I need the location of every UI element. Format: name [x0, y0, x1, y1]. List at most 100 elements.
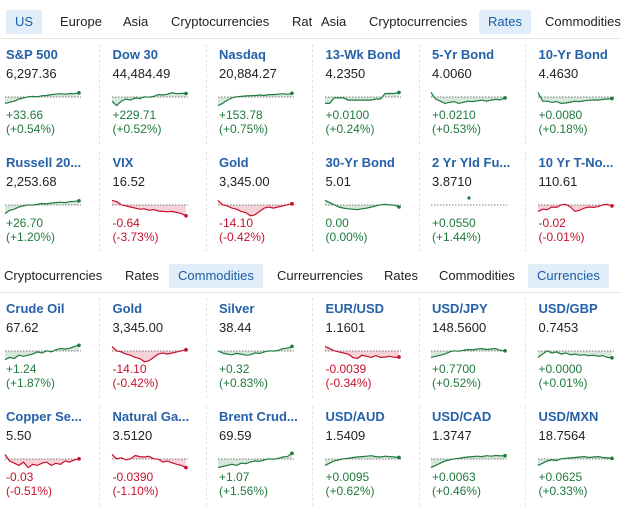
tab-commodities[interactable]: Commodities	[169, 264, 263, 288]
sparkline-area	[537, 92, 612, 104]
tab-rates[interactable]: Rates	[384, 268, 418, 283]
sparkline-line	[324, 199, 399, 211]
quote-percent-change: (+0.54%)	[6, 122, 56, 136]
quote-name[interactable]: USD/AUD	[325, 409, 385, 424]
sparkline-chart	[111, 91, 188, 107]
quote-name[interactable]: Dow 30	[112, 47, 159, 62]
quote-name[interactable]: EUR/USD	[325, 301, 385, 316]
quote-name[interactable]: 30-Yr Bond	[325, 155, 395, 170]
tab-asia[interactable]: Asia	[321, 14, 347, 29]
tab-cryptocurrencies[interactable]: Cryptocurrencies	[369, 14, 468, 29]
tab-asia[interactable]: Asia	[123, 14, 149, 29]
quote-name[interactable]: USD/GBP	[538, 301, 598, 316]
last-price-dot	[609, 96, 614, 101]
quote-name[interactable]: Russell 20...	[6, 155, 82, 170]
quote-tile-s-p-500[interactable]: S&P 500 6,297.36 +33.66 (+0.54%)	[0, 44, 100, 144]
quote-tile-13-wk-bond[interactable]: 13-Wk Bond 4.2350 +0.0100 (+0.24%)	[320, 44, 420, 144]
sparkline-chart	[4, 454, 81, 469]
quote-tile-10-yr-t-no[interactable]: 10 Yr T-No... 110.61 -0.02 (-0.01%)	[533, 152, 622, 252]
sparkline-line	[324, 345, 399, 360]
quote-name[interactable]: Crude Oil	[6, 301, 65, 316]
quote-percent-change: (-1.10%)	[112, 484, 159, 498]
quote-change: -14.10	[112, 362, 147, 376]
quote-name[interactable]: USD/JPY	[432, 301, 488, 316]
tab-rates[interactable]: Rates	[479, 10, 531, 34]
sparkline-line	[4, 454, 80, 469]
quote-tile-brent-crud[interactable]: Brent Crud... 69.59 +1.07 (+1.56%)	[213, 406, 313, 506]
sparkline-line	[4, 92, 80, 104]
tab-europe[interactable]: Europe	[60, 14, 102, 29]
quote-name[interactable]: 10 Yr T-No...	[538, 155, 614, 170]
quote-tile-gold[interactable]: Gold 3,345.00 -14.10 (-0.42%)	[213, 152, 313, 252]
quote-tile-nasdaq[interactable]: Nasdaq 20,884.27 +153.78 (+0.75%)	[213, 44, 313, 144]
quote-change: +0.0210	[432, 108, 476, 122]
quote-tile-eur-usd[interactable]: EUR/USD 1.1601 -0.0039 (-0.34%)	[320, 298, 420, 398]
sparkline-chart	[431, 196, 507, 206]
quote-tile-natural-ga[interactable]: Natural Ga... 3.5120 -0.0390 (-1.10%)	[107, 406, 207, 506]
quote-tile-russell-20[interactable]: Russell 20... 2,253.68 +26.70 (+1.20%)	[0, 152, 100, 252]
quote-change: +0.0550	[432, 216, 476, 230]
quote-price: 3,345.00	[219, 174, 270, 189]
sparkline-area	[111, 92, 186, 106]
divider	[0, 292, 622, 293]
quote-name[interactable]: Natural Ga...	[112, 409, 190, 424]
quote-tile-10-yr-bond[interactable]: 10-Yr Bond 4.4630 +0.0080 (+0.18%)	[533, 44, 622, 144]
tab-us[interactable]: US	[6, 10, 43, 34]
quote-tile-usd-gbp[interactable]: USD/GBP 0.7453 +0.0000 (+0.01%)	[533, 298, 622, 398]
quote-name[interactable]: 13-Wk Bond	[325, 47, 401, 62]
quote-price: 3.8710	[432, 174, 472, 189]
quote-name[interactable]: VIX	[112, 155, 134, 170]
sparkline-chart	[111, 453, 188, 470]
sparkline-line	[217, 92, 293, 107]
last-price-dot	[609, 356, 614, 360]
quote-tile-silver[interactable]: Silver 38.44 +0.32 (+0.83%)	[213, 298, 313, 398]
last-price-dot	[503, 96, 507, 100]
quote-name[interactable]: Brent Crud...	[219, 409, 298, 424]
quote-tile-vix[interactable]: VIX 16.52 -0.64 (-3.73%)	[107, 152, 207, 252]
tab-cryptocurrencies[interactable]: Cryptocurrencies	[171, 14, 270, 29]
quote-name[interactable]: Copper Se...	[6, 409, 82, 424]
quote-price: 148.5600	[432, 320, 487, 335]
quote-tile-usd-cad[interactable]: USD/CAD 1.3747 +0.0063 (+0.46%)	[426, 406, 526, 506]
quote-tile-dow-30[interactable]: Dow 30 44,484.49 +229.71 (+0.52%)	[107, 44, 207, 144]
quote-name[interactable]: Nasdaq	[219, 47, 266, 62]
quote-tile-usd-mxn[interactable]: USD/MXN 18.7564 +0.0625 (+0.33%)	[533, 406, 622, 506]
quote-tile-crude-oil[interactable]: Crude Oil 67.62 +1.24 (+1.87%)	[0, 298, 100, 398]
quote-tile-5-yr-bond[interactable]: 5-Yr Bond 4.0060 +0.0210 (+0.53%)	[426, 44, 526, 144]
sparkline-line	[324, 91, 399, 104]
quote-name[interactable]: Gold	[219, 155, 249, 170]
quote-tile-gold[interactable]: Gold 3,345.00 -14.10 (-0.42%)	[107, 298, 207, 398]
tab-currencies[interactable]: Currencies	[528, 264, 609, 288]
quote-name[interactable]: 2 Yr Yld Fu...	[432, 155, 511, 170]
quote-tile-usd-aud[interactable]: USD/AUD 1.5409 +0.0095 (+0.62%)	[320, 406, 420, 506]
quote-percent-change: (-0.42%)	[219, 230, 266, 244]
quote-name[interactable]: 5-Yr Bond	[432, 47, 495, 62]
tab-commodities[interactable]: Commodities	[545, 14, 621, 29]
tab-curreurrencies[interactable]: Curreurrencies	[277, 268, 363, 283]
quote-name[interactable]: USD/MXN	[538, 409, 599, 424]
quote-price: 4.4630	[538, 66, 579, 81]
quote-percent-change: (-3.73%)	[112, 230, 159, 244]
quote-change: +0.7700	[432, 362, 476, 376]
sparkline-chart	[324, 199, 401, 211]
sparkline-chart	[217, 199, 294, 217]
quote-name[interactable]: 10-Yr Bond	[538, 47, 608, 62]
quote-tile-30-yr-bond[interactable]: 30-Yr Bond 5.01 0.00 (0.00%)	[320, 152, 420, 252]
quote-tile-copper-se[interactable]: Copper Se... 5.50 -0.03 (-0.51%)	[0, 406, 100, 506]
quote-name[interactable]: Silver	[219, 301, 255, 316]
sparkline-line	[4, 344, 80, 361]
quote-tile-usd-jpy[interactable]: USD/JPY 148.5600 +0.7700 (+0.52%)	[426, 298, 526, 398]
tab-cryptocurrencies[interactable]: Cryptocurrencies	[4, 268, 103, 283]
tab-rat[interactable]: Rat	[292, 14, 313, 29]
tab-rates[interactable]: Rates	[125, 268, 159, 283]
quote-name[interactable]: S&P 500	[6, 47, 58, 62]
tab-commodities[interactable]: Commodities	[439, 268, 515, 283]
quote-name[interactable]: USD/CAD	[432, 409, 492, 424]
quote-price: 3.5120	[112, 428, 153, 443]
quote-name[interactable]: Gold	[112, 301, 143, 316]
sparkline-chart	[217, 91, 294, 107]
quote-tile-2-yr-yld-fu[interactable]: 2 Yr Yld Fu... 3.8710 +0.0550 (+1.44%)	[426, 152, 526, 252]
sparkline-area	[431, 348, 505, 358]
quote-change: +0.0095	[325, 470, 370, 484]
quote-change: +0.0100	[325, 108, 370, 122]
